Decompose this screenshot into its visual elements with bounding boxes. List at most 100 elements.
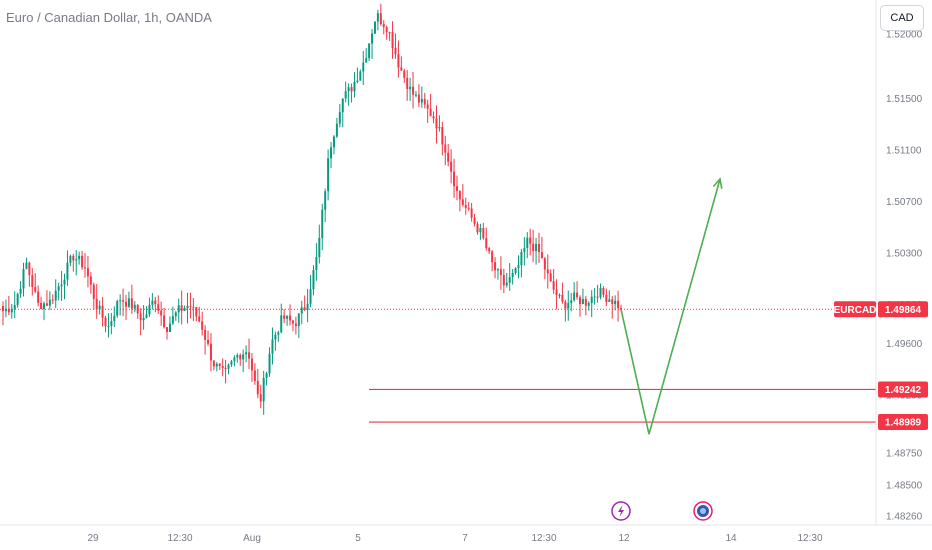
candles-group	[2, 3, 622, 415]
candle-body	[581, 298, 584, 305]
candle-body	[236, 354, 239, 358]
candle-body	[479, 228, 482, 233]
candle-body	[388, 32, 391, 34]
calendar-event-icon[interactable]	[693, 501, 713, 521]
y-tick-label: 1.49600	[886, 339, 923, 350]
symbol-tag	[834, 301, 876, 318]
candle-body	[69, 255, 72, 263]
candle-body	[274, 334, 277, 340]
current-price-label: 1.49864	[885, 305, 922, 316]
candle-body	[248, 352, 251, 359]
x-tick-label: 29	[87, 533, 99, 544]
candle-body	[455, 186, 458, 191]
candle-body	[537, 243, 540, 253]
candle-body	[45, 303, 48, 306]
candle-body	[63, 279, 66, 285]
currency-button[interactable]: CAD	[880, 5, 924, 31]
candle-body	[171, 316, 174, 324]
candle-body	[224, 368, 227, 370]
candle-body	[10, 309, 13, 313]
candle-body	[294, 323, 297, 327]
candle-body	[92, 284, 95, 299]
candle-body	[573, 292, 576, 301]
candle-body	[444, 144, 447, 153]
y-tick-label: 1.48750	[886, 448, 923, 459]
x-tick-label: 12:30	[797, 533, 822, 544]
y-tick-label: 1.50700	[886, 197, 923, 208]
candle-body	[332, 136, 335, 148]
candle-body	[242, 354, 245, 360]
time-axis[interactable]: 29 12:30 Aug 5 7 12:30 12 14 12:30	[0, 524, 932, 544]
candle-body	[608, 299, 611, 302]
candle-body	[271, 339, 274, 354]
candle-body	[189, 305, 192, 307]
candle-body	[403, 70, 406, 78]
projection-arrow[interactable]	[620, 177, 723, 435]
candle-body	[119, 300, 122, 302]
x-tick-label: 12:30	[531, 533, 556, 544]
candle-body	[245, 352, 248, 355]
candle-body	[78, 255, 81, 260]
candle-body	[406, 77, 409, 90]
candle-body	[98, 305, 101, 310]
candle-body	[379, 13, 382, 25]
candle-body	[359, 71, 362, 81]
symbol-label: EURCAD	[834, 305, 877, 316]
candle-body	[520, 251, 523, 266]
candle-body	[34, 287, 37, 292]
candle-body	[549, 273, 552, 282]
candle-body	[166, 327, 169, 332]
candle-body	[72, 255, 75, 261]
candle-body	[259, 394, 262, 402]
candle-body	[397, 54, 400, 68]
candle-body	[578, 297, 581, 305]
candle-body	[277, 332, 280, 335]
candle-body	[529, 237, 532, 244]
candle-body	[125, 301, 128, 307]
candle-body	[151, 300, 154, 305]
candle-body	[303, 307, 306, 310]
candle-body	[186, 305, 189, 309]
candle-body	[227, 364, 230, 369]
candle-body	[43, 303, 46, 309]
candle-body	[602, 287, 605, 295]
candle-body	[207, 339, 210, 344]
candle-body	[262, 377, 265, 402]
lightning-event-icon[interactable]	[611, 501, 631, 521]
candle-body	[614, 300, 617, 305]
candle-body	[330, 147, 333, 159]
candle-body	[461, 199, 464, 205]
candle-body	[458, 190, 461, 200]
candle-body	[555, 289, 558, 296]
candle-body	[496, 269, 499, 271]
candle-body	[312, 269, 315, 290]
candle-body	[429, 108, 432, 117]
candle-body	[66, 262, 69, 280]
price-axis[interactable]: 1.520001.515001.511001.507001.503001.499…	[875, 0, 923, 525]
candle-body	[89, 276, 92, 285]
candle-body	[362, 62, 365, 72]
candle-body	[250, 358, 253, 371]
candle-body	[163, 315, 166, 328]
candle-body	[107, 326, 110, 328]
candle-body	[423, 98, 426, 105]
candle-body	[584, 298, 587, 306]
candle-body	[476, 223, 479, 233]
candle-body	[526, 237, 529, 248]
candle-body	[183, 308, 186, 312]
candle-body	[371, 33, 374, 44]
candle-body	[145, 314, 148, 318]
candle-body	[353, 81, 356, 92]
candle-body	[561, 294, 564, 302]
candle-body	[546, 269, 549, 274]
candle-body	[605, 294, 608, 302]
x-tick-label: 12:30	[167, 533, 192, 544]
candle-body	[453, 171, 456, 187]
candle-body	[508, 277, 511, 283]
candle-body	[174, 312, 177, 317]
candle-body	[356, 80, 359, 82]
candle-body	[104, 317, 107, 327]
candle-body	[256, 380, 259, 395]
candle-body	[195, 307, 198, 317]
